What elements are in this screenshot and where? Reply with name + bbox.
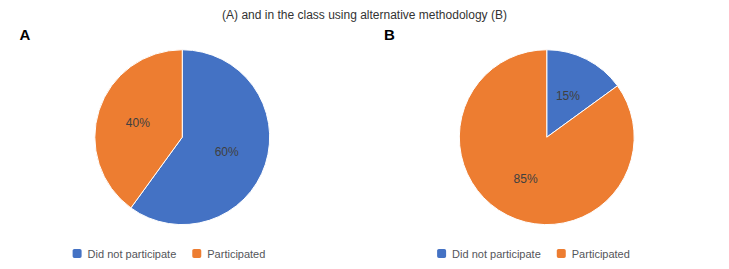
- svg-text:B: B: [384, 26, 395, 43]
- svg-text:Did not participate: Did not participate: [452, 248, 541, 260]
- svg-text:Participated: Participated: [207, 248, 265, 260]
- svg-text:15%: 15%: [556, 89, 580, 103]
- svg-text:(A) and in the class using alt: (A) and in the class using alternative m…: [222, 8, 507, 22]
- svg-text:85%: 85%: [514, 172, 538, 186]
- svg-text:60%: 60%: [215, 145, 239, 159]
- svg-text:40%: 40%: [126, 116, 150, 130]
- svg-text:Participated: Participated: [572, 248, 630, 260]
- svg-text:Did not participate: Did not participate: [88, 248, 177, 260]
- svg-text:A: A: [20, 26, 31, 43]
